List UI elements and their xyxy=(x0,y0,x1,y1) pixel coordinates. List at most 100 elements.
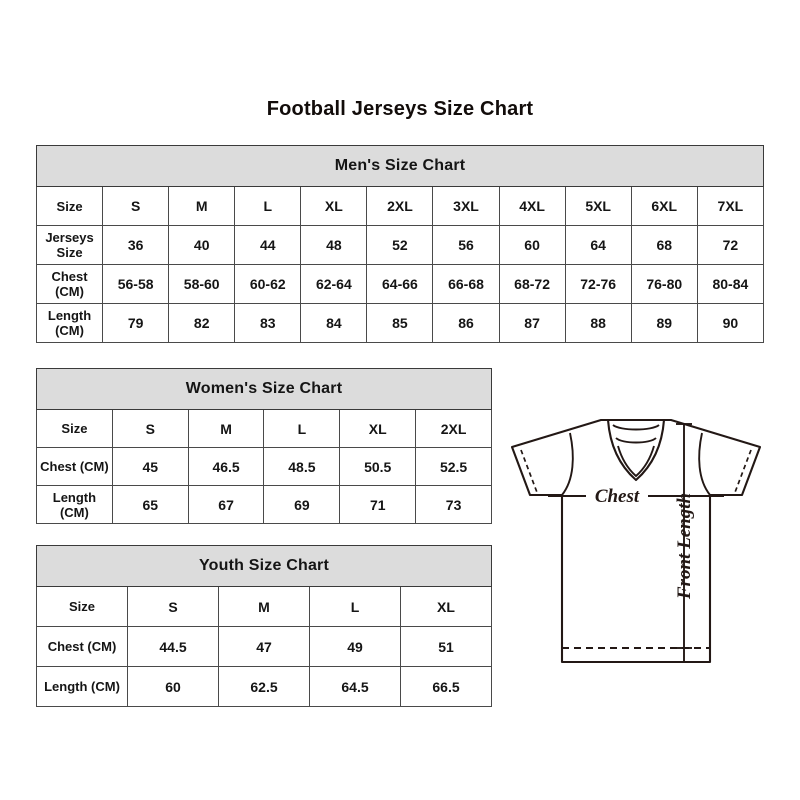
column-header-l: L xyxy=(309,586,401,627)
cell-chest-l: 48.5 xyxy=(263,447,341,486)
cell-length-m: 82 xyxy=(168,303,236,343)
jersey-left-sleeve-outline xyxy=(510,418,610,498)
cell-length-l: 83 xyxy=(234,303,302,343)
cell-chest-s: 56-58 xyxy=(102,264,170,304)
cell-jerseys-size-7xl: 72 xyxy=(696,225,765,265)
cell-chest-xl: 50.5 xyxy=(339,447,417,486)
column-header-m: M xyxy=(187,409,265,448)
column-header-m: M xyxy=(168,186,236,226)
column-header-7xl: 7XL xyxy=(696,186,765,226)
cell-chest-m: 46.5 xyxy=(187,447,265,486)
cell-chest-xl: 51 xyxy=(400,626,492,667)
table-row: Length (CM) 65 67 69 71 73 xyxy=(36,485,492,524)
front-length-label: Front Length xyxy=(674,493,695,600)
jersey-body-outline xyxy=(560,494,712,664)
youth-size-chart-caption: Youth Size Chart xyxy=(36,545,492,587)
row-label-length: Length (CM) xyxy=(35,303,104,343)
table-header-row: Size S M L XL 2XL 3XL 4XL 5XL 6XL 7XL xyxy=(35,186,765,226)
cell-length-6xl: 89 xyxy=(630,303,698,343)
table-row: Length (CM) 79 82 83 84 85 86 87 88 89 9… xyxy=(35,303,765,343)
column-header-s: S xyxy=(127,586,219,627)
cell-length-l: 64.5 xyxy=(309,666,401,707)
youth-size-chart-table: Youth Size Chart Size S M L XL Chest (CM… xyxy=(36,545,492,707)
cell-jerseys-size-xl: 48 xyxy=(300,225,368,265)
cell-chest-2xl: 52.5 xyxy=(415,447,492,486)
jersey-right-sleeve-outline xyxy=(662,418,762,498)
cell-jerseys-size-m: 40 xyxy=(168,225,236,265)
column-header-4xl: 4XL xyxy=(498,186,566,226)
column-header-2xl: 2XL xyxy=(415,409,492,448)
column-header-size: Size xyxy=(36,409,113,448)
cell-length-xl: 84 xyxy=(300,303,368,343)
row-label-jerseys-size: Jerseys Size xyxy=(35,225,104,265)
cell-jerseys-size-3xl: 56 xyxy=(432,225,500,265)
column-header-2xl: 2XL xyxy=(366,186,434,226)
jersey-left-armhole-seam xyxy=(561,432,574,496)
cell-jerseys-size-2xl: 52 xyxy=(366,225,434,265)
cell-chest-5xl: 72-76 xyxy=(564,264,632,304)
cell-length-3xl: 86 xyxy=(432,303,500,343)
column-header-xl: XL xyxy=(400,586,492,627)
column-header-xl: XL xyxy=(339,409,417,448)
cell-chest-m: 58-60 xyxy=(168,264,236,304)
row-label-length: Length (CM) xyxy=(36,485,113,524)
cell-chest-l: 49 xyxy=(309,626,401,667)
cell-chest-m: 47 xyxy=(218,626,310,667)
column-header-5xl: 5XL xyxy=(564,186,632,226)
column-header-xl: XL xyxy=(300,186,368,226)
mens-size-chart-table: Men's Size Chart Size S M L XL 2XL 3XL 4… xyxy=(35,145,765,343)
jersey-vneck-outer xyxy=(606,418,666,482)
cell-length-2xl: 73 xyxy=(415,485,492,524)
page-title: Football Jerseys Size Chart xyxy=(266,98,534,120)
table-caption-row: Men's Size Chart xyxy=(36,145,764,187)
jersey-collar-line-1 xyxy=(612,424,660,431)
cell-jerseys-size-l: 44 xyxy=(234,225,302,265)
cell-chest-6xl: 76-80 xyxy=(630,264,698,304)
cell-length-m: 62.5 xyxy=(218,666,310,707)
cell-length-s: 65 xyxy=(111,485,189,524)
cell-chest-3xl: 66-68 xyxy=(432,264,500,304)
cell-length-l: 69 xyxy=(263,485,341,524)
cell-chest-2xl: 64-66 xyxy=(366,264,434,304)
column-header-s: S xyxy=(111,409,189,448)
cell-length-s: 60 xyxy=(127,666,219,707)
column-header-size: Size xyxy=(35,186,104,226)
cell-length-4xl: 87 xyxy=(498,303,566,343)
cell-length-xl: 71 xyxy=(339,485,417,524)
cell-chest-s: 45 xyxy=(111,447,189,486)
cell-chest-7xl: 80-84 xyxy=(696,264,765,304)
row-label-chest: Chest (CM) xyxy=(36,447,113,486)
table-header-row: Size S M L XL 2XL xyxy=(36,409,492,448)
jersey-collar-inner-v xyxy=(617,445,655,478)
table-caption-row: Women's Size Chart xyxy=(36,368,492,410)
row-label-chest: Chest (CM) xyxy=(35,264,104,304)
table-row: Jerseys Size 36 40 44 48 52 56 60 64 68 … xyxy=(35,225,765,265)
cell-length-xl: 66.5 xyxy=(400,666,492,707)
table-row: Chest (CM) 44.5 47 49 51 xyxy=(36,626,492,667)
column-header-6xl: 6XL xyxy=(630,186,698,226)
jersey-right-armhole-seam xyxy=(698,432,711,496)
jersey-left-cuff-dash xyxy=(520,449,539,496)
cell-chest-4xl: 68-72 xyxy=(498,264,566,304)
jersey-measurement-diagram: Chest Front Length xyxy=(498,396,774,686)
table-row: Length (CM) 60 62.5 64.5 66.5 xyxy=(36,666,492,707)
column-header-3xl: 3XL xyxy=(432,186,500,226)
cell-chest-xl: 62-64 xyxy=(300,264,368,304)
row-label-length: Length (CM) xyxy=(36,666,128,707)
chest-label: Chest xyxy=(595,486,640,507)
column-header-l: L xyxy=(263,409,341,448)
table-header-row: Size S M L XL xyxy=(36,586,492,627)
cell-chest-l: 60-62 xyxy=(234,264,302,304)
jersey-right-cuff-dash xyxy=(733,449,752,496)
column-header-s: S xyxy=(102,186,170,226)
cell-length-5xl: 88 xyxy=(564,303,632,343)
womens-size-chart-table: Women's Size Chart Size S M L XL 2XL Che… xyxy=(36,368,492,524)
cell-jerseys-size-s: 36 xyxy=(102,225,170,265)
table-row: Chest (CM) 56-58 58-60 60-62 62-64 64-66… xyxy=(35,264,765,304)
cell-jerseys-size-4xl: 60 xyxy=(498,225,566,265)
column-header-l: L xyxy=(234,186,302,226)
row-label-chest: Chest (CM) xyxy=(36,626,128,667)
womens-size-chart-caption: Women's Size Chart xyxy=(36,368,492,410)
cell-chest-s: 44.5 xyxy=(127,626,219,667)
jersey-collar-line-2 xyxy=(615,437,657,444)
